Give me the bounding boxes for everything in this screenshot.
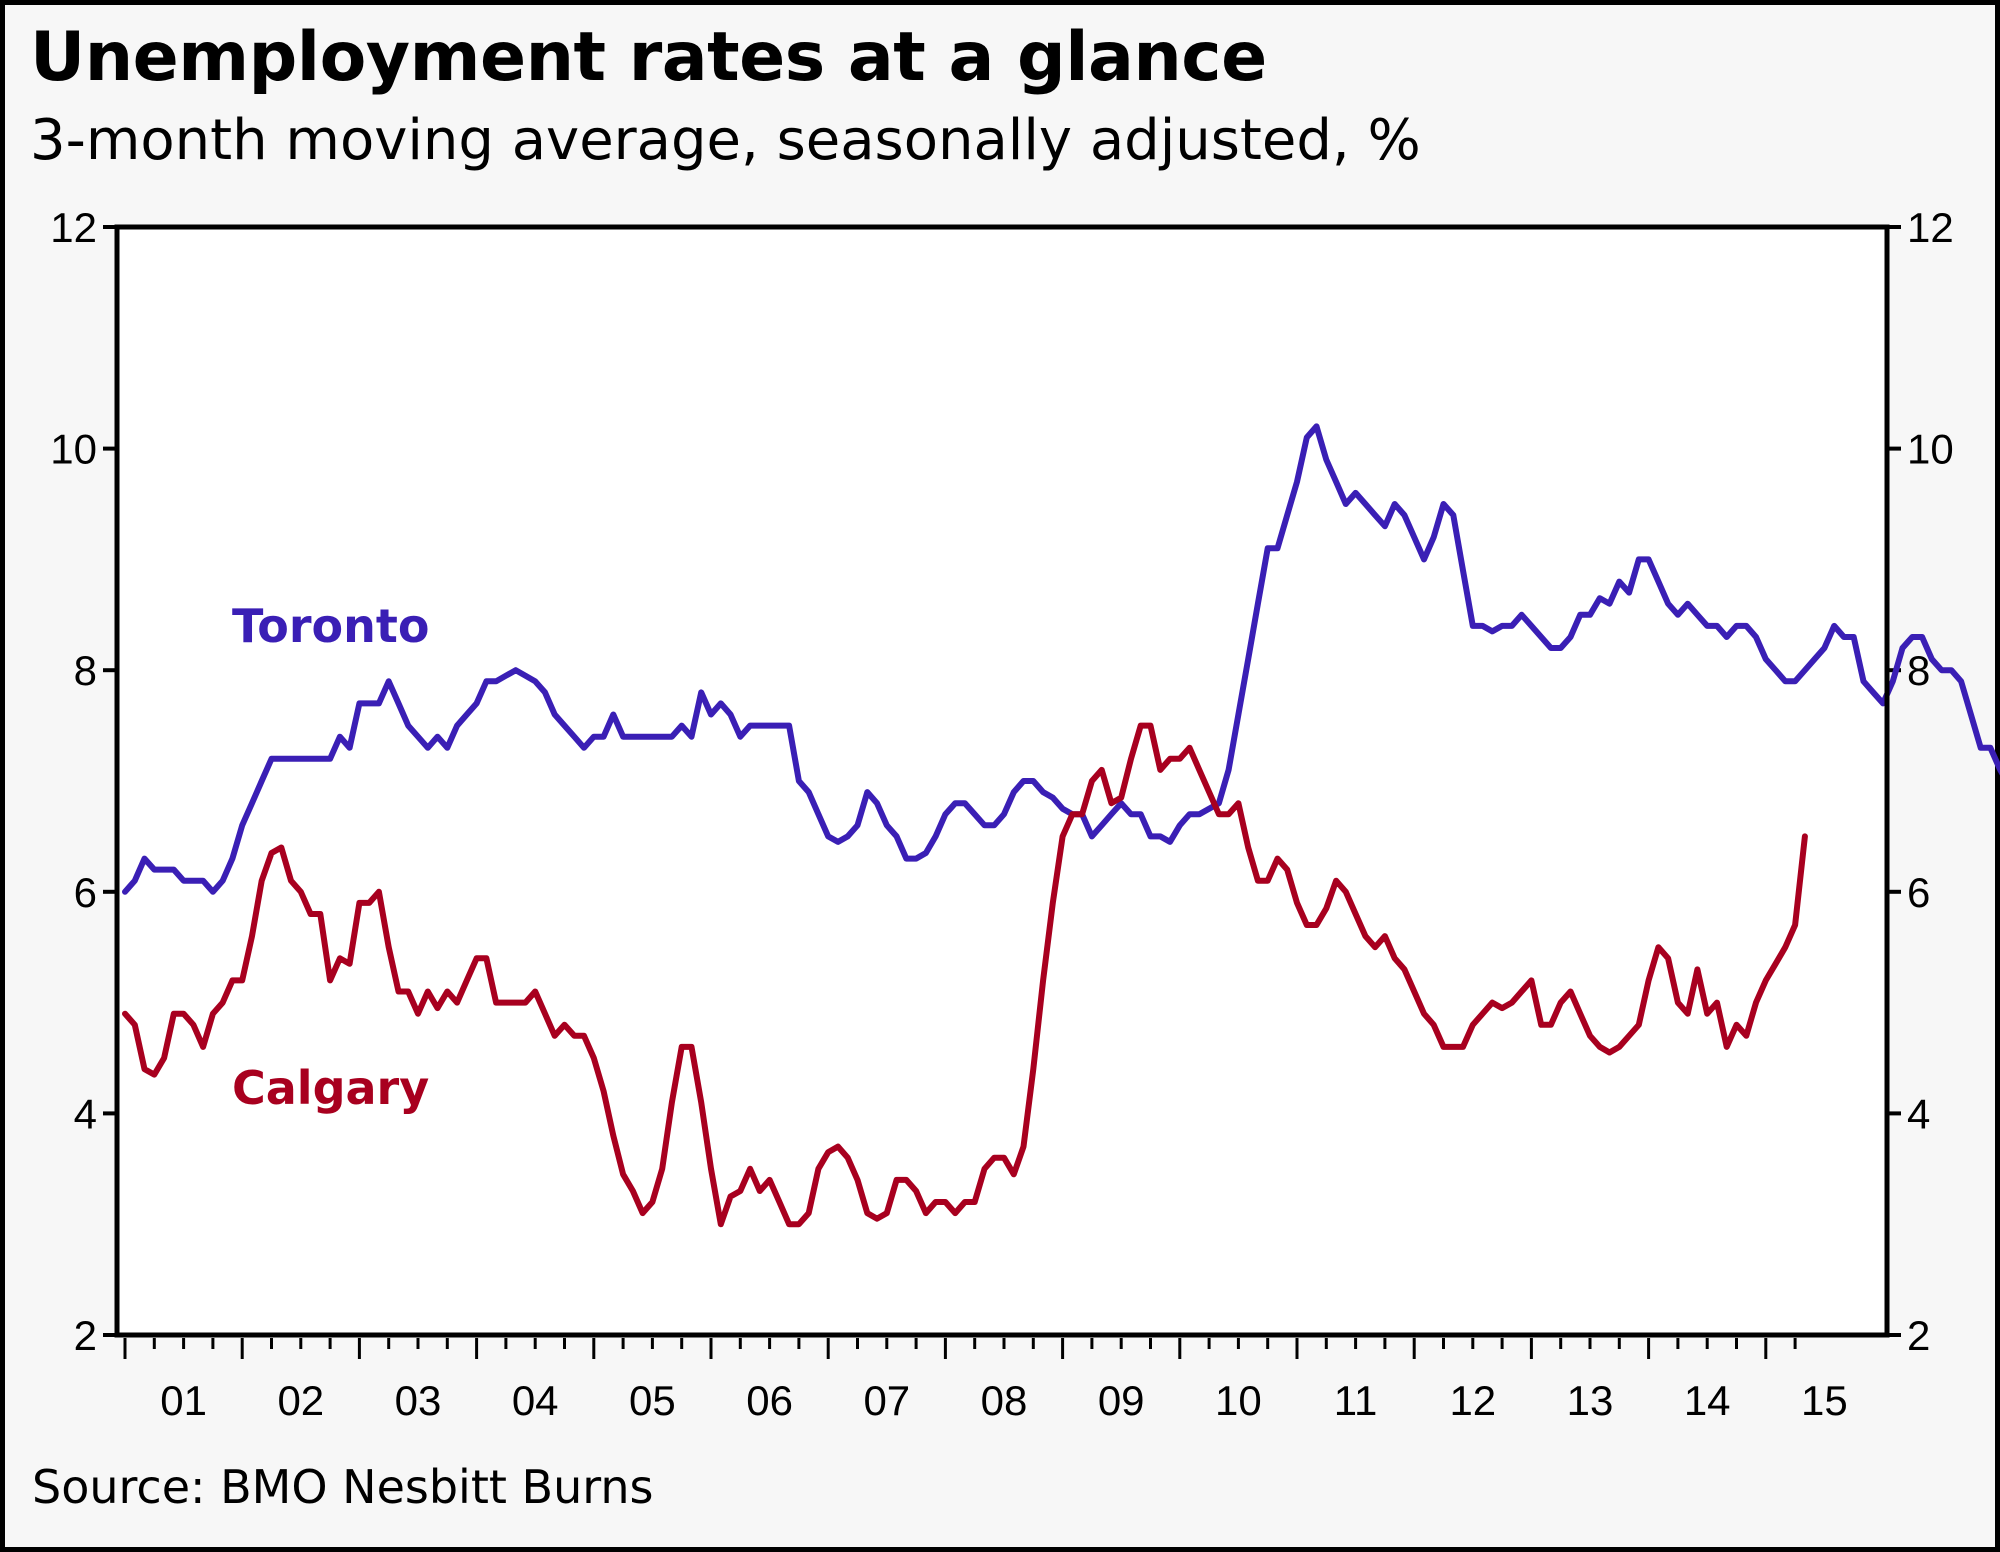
y-tick-label-left: 6: [74, 869, 97, 916]
source-note: Source: BMO Nesbitt Burns: [32, 1460, 654, 1514]
y-tick-label-right: 10: [1907, 426, 1954, 473]
x-tick-label: 05: [629, 1377, 676, 1424]
y-tick-label-right: 4: [1907, 1090, 1930, 1137]
x-tick-label: 02: [277, 1377, 324, 1424]
y-tick-label-right: 2: [1907, 1312, 1930, 1359]
y-tick-label-left: 12: [50, 204, 97, 251]
y-axis-right: 2 4 6 8 10 12: [1887, 204, 1954, 1359]
x-tick-label: 06: [746, 1377, 793, 1424]
x-tick-label: 03: [395, 1377, 442, 1424]
chart-subtitle: 3-month moving average, seasonally adjus…: [30, 108, 1421, 173]
plot-frame: [114, 224, 1890, 1338]
series-label-calgary: Calgary: [232, 1061, 429, 1115]
x-tick-label: 15: [1801, 1377, 1848, 1424]
y-tick-label-right: 8: [1907, 647, 1930, 694]
y-tick-label-left: 4: [74, 1090, 97, 1137]
y-axis-left: 2 4 6 8 10 12: [50, 204, 117, 1359]
x-axis: 01 02 03 04 05 06 07 08 09 10 11 12 13 14 15: [123, 1338, 1848, 1424]
series-line-calgary: [122, 722, 1808, 1228]
x-tick-label: 08: [981, 1377, 1028, 1424]
x-tick-label: 13: [1567, 1377, 1614, 1424]
x-tick-label: 11: [1334, 1377, 1378, 1424]
y-tick-label-right: 12: [1907, 204, 1954, 251]
chart-title: Unemployment rates at a glance: [30, 18, 1267, 97]
x-tick-label: 07: [863, 1377, 910, 1424]
x-tick-label: 04: [512, 1377, 559, 1424]
series-label-toronto: Toronto: [232, 599, 430, 653]
y-tick-label-left: 8: [74, 647, 97, 694]
x-tick-label: 12: [1449, 1377, 1496, 1424]
y-tick-label-left: 2: [74, 1312, 97, 1359]
y-tick-label-right: 6: [1907, 869, 1930, 916]
y-tick-label-left: 10: [50, 426, 97, 473]
x-tick-label: 14: [1684, 1377, 1731, 1424]
x-tick-label: 10: [1215, 1377, 1262, 1424]
x-tick-label: 09: [1098, 1377, 1145, 1424]
x-tick-label: 01: [160, 1377, 207, 1424]
series-lines: [122, 423, 2000, 1228]
plot-area: [117, 227, 1887, 1335]
